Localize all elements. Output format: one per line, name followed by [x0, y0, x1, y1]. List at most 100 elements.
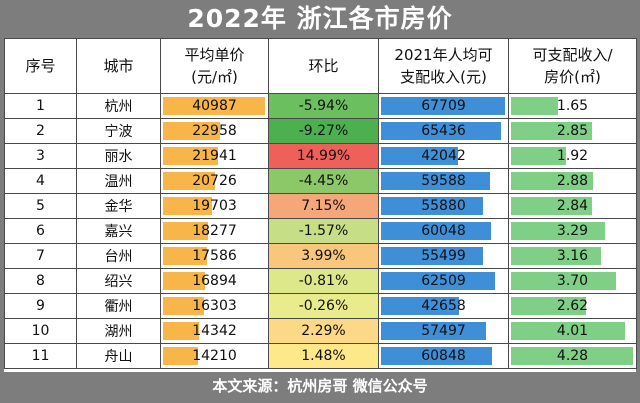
row-income: 55499 [378, 243, 509, 269]
row-income-bar [381, 222, 491, 240]
row-ratio: 3.16 [508, 243, 637, 269]
row-city: 绍兴 [76, 268, 161, 294]
data-table-wrapper: 序号 城市 平均单价 (元/㎡) 环比 2021年人均可 支配收入(元) 可支配收入/ 房… [4, 38, 637, 372]
row-price: 17586 [160, 243, 269, 269]
header-mom: 环比 [268, 38, 379, 94]
row-ratio-bar [511, 322, 625, 340]
row-income: 60048 [378, 218, 509, 244]
row-price-bar [163, 247, 207, 265]
row-income-bar [381, 97, 505, 115]
row-income-value: 55499 [421, 248, 466, 264]
header-avg-price: 平均单价 (元/㎡) [160, 38, 269, 94]
row-income-value: 42042 [421, 148, 466, 164]
row-mom: 14.99% [268, 143, 379, 169]
row-income-value: 62509 [421, 273, 466, 289]
table-row: 9 衢州 16303 -0.26% 42658 2.62 [4, 293, 637, 319]
row-city: 宁波 [76, 118, 161, 144]
row-ratio-bar [511, 172, 593, 190]
row-city: 温州 [76, 168, 161, 194]
row-ratio-bar [511, 122, 592, 140]
row-price-value: 19703 [192, 198, 237, 214]
row-ratio-bar [511, 147, 566, 165]
row-ratio-bar [511, 97, 558, 115]
row-price-value: 14342 [192, 323, 237, 339]
row-price: 19703 [160, 193, 269, 219]
source-footer: 本文来源：杭州房哥 微信公众号 [212, 377, 428, 395]
table-row: 7 台州 17586 3.99% 55499 3.16 [4, 243, 637, 269]
table-row: 11 舟山 14210 1.48% 60848 4.28 [4, 343, 637, 369]
row-income-bar [381, 272, 495, 290]
row-income-bar [381, 247, 483, 265]
row-index: 2 [4, 118, 77, 144]
row-income-value: 60848 [421, 348, 466, 364]
row-price-bar [163, 97, 265, 115]
row-city: 湖州 [76, 318, 161, 344]
row-city: 衢州 [76, 293, 161, 319]
row-price-value: 16303 [192, 298, 237, 314]
row-price-value: 18277 [192, 223, 237, 239]
row-income: 60848 [378, 343, 509, 369]
row-ratio-value: 4.01 [556, 323, 589, 339]
header-ratio: 可支配收入/ 房价(㎡) [508, 38, 637, 94]
row-income-value: 55880 [421, 198, 466, 214]
row-index: 9 [4, 293, 77, 319]
row-income: 55880 [378, 193, 509, 219]
row-income-value: 42658 [421, 298, 466, 314]
row-income-bar [381, 347, 492, 365]
row-income-value: 65436 [421, 123, 466, 139]
header-income: 2021年人均可 支配收入(元) [378, 38, 509, 94]
row-mom: 2.29% [268, 318, 379, 344]
row-income: 42042 [378, 143, 509, 169]
row-income: 62509 [378, 268, 509, 294]
table-row: 6 嘉兴 18277 -1.57% 60048 3.29 [4, 218, 637, 244]
table-row: 4 温州 20726 -4.45% 59588 2.88 [4, 168, 637, 194]
row-income-value: 67709 [421, 98, 466, 114]
row-income: 67709 [378, 93, 509, 119]
row-index: 5 [4, 193, 77, 219]
row-price-value: 21941 [192, 148, 237, 164]
row-price-value: 14210 [192, 348, 237, 364]
table-header-row: 序号 城市 平均单价 (元/㎡) 环比 2021年人均可 支配收入(元) 可支配收入/ 房… [4, 38, 637, 94]
row-index: 7 [4, 243, 77, 269]
row-price: 16894 [160, 268, 269, 294]
row-income-value: 60048 [421, 223, 466, 239]
row-price-bar [163, 172, 215, 190]
row-price: 22958 [160, 118, 269, 144]
row-mom: -0.26% [268, 293, 379, 319]
row-price-bar [163, 197, 212, 215]
table-row: 8 绍兴 16894 -0.81% 62509 3.70 [4, 268, 637, 294]
row-ratio: 2.62 [508, 293, 637, 319]
row-ratio: 4.01 [508, 318, 637, 344]
header-index: 序号 [4, 38, 77, 94]
row-ratio-value: 3.16 [556, 248, 589, 264]
row-income: 57497 [378, 318, 509, 344]
row-income-value: 59588 [421, 173, 466, 189]
row-ratio: 4.28 [508, 343, 637, 369]
row-ratio-value: 2.85 [556, 123, 589, 139]
table-row: 3 丽水 21941 14.99% 42042 1.92 [4, 143, 637, 169]
row-ratio: 2.84 [508, 193, 637, 219]
row-ratio-value: 1.65 [556, 98, 589, 114]
row-price-bar [163, 297, 204, 315]
row-ratio-bar [511, 297, 586, 315]
row-city: 嘉兴 [76, 218, 161, 244]
row-price-bar [163, 347, 198, 365]
row-index: 10 [4, 318, 77, 344]
row-income: 65436 [378, 118, 509, 144]
row-ratio-value: 2.84 [556, 198, 589, 214]
row-mom: -1.57% [268, 218, 379, 244]
row-price-bar [163, 122, 220, 140]
row-mom: -9.27% [268, 118, 379, 144]
row-city: 金华 [76, 193, 161, 219]
row-price-value: 22958 [192, 123, 237, 139]
row-ratio: 2.85 [508, 118, 637, 144]
page-title: 2022年 浙江各市房价 [187, 4, 453, 33]
row-income-bar [381, 147, 458, 165]
row-price: 14342 [160, 318, 269, 344]
header-city: 城市 [76, 38, 161, 94]
row-ratio-value: 3.70 [556, 273, 589, 289]
row-income-bar [381, 172, 490, 190]
row-index: 4 [4, 168, 77, 194]
row-income-bar [381, 322, 486, 340]
